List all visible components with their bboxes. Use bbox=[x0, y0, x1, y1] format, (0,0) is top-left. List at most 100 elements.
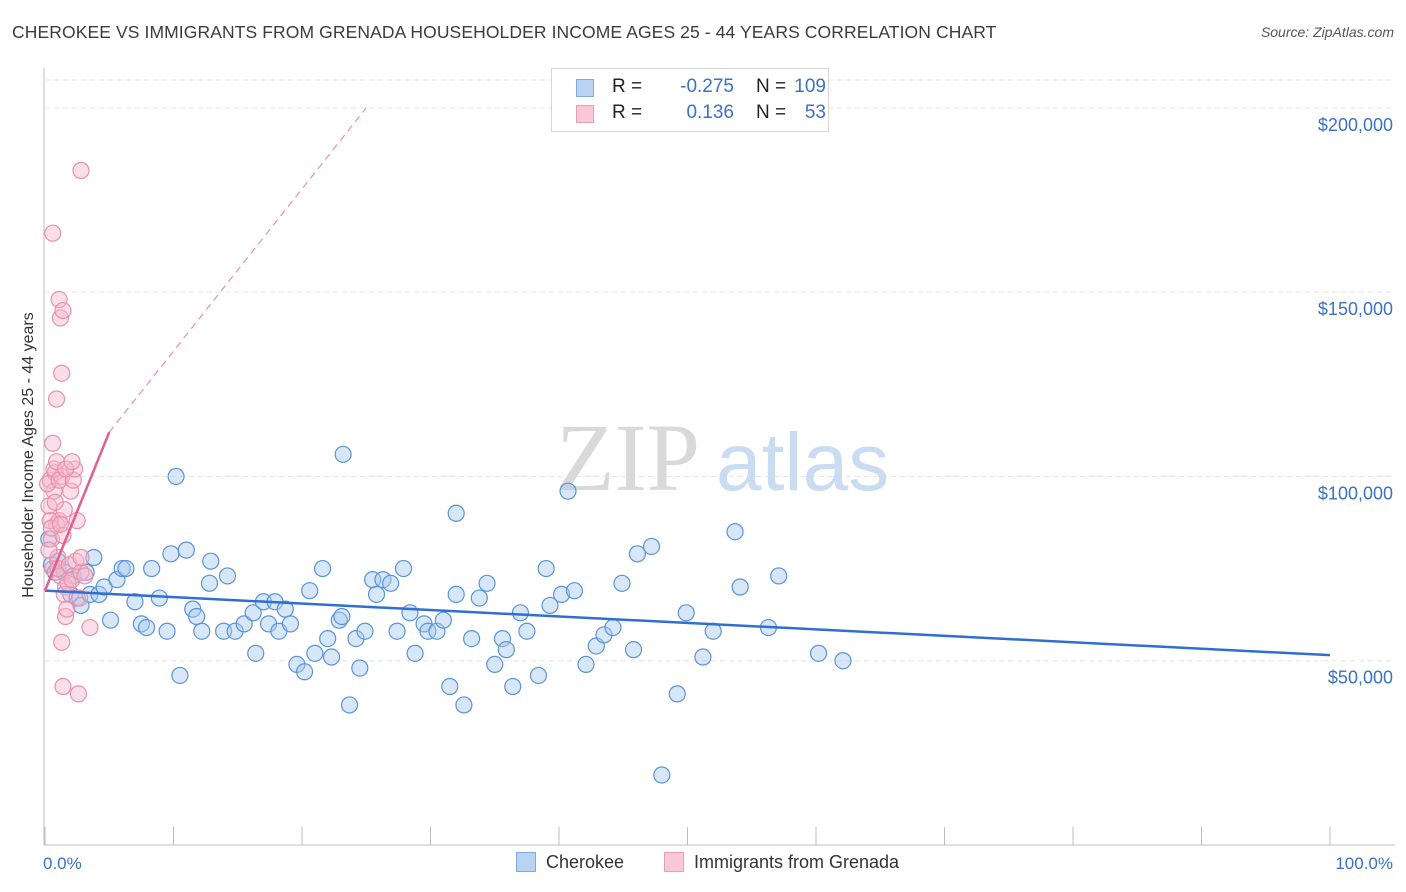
cherokee-point bbox=[731, 578, 749, 596]
cherokee-point bbox=[770, 567, 788, 585]
cherokee-point bbox=[677, 604, 695, 622]
cherokee-point bbox=[85, 548, 103, 567]
cherokee-point bbox=[367, 585, 386, 603]
legend-r-label: R = bbox=[612, 76, 643, 97]
swatch-cherokee bbox=[516, 852, 536, 872]
cherokee-point bbox=[486, 655, 504, 674]
y-tick-label: $50,000 bbox=[1328, 668, 1393, 688]
swatch-grenada bbox=[664, 852, 684, 872]
grenada-point bbox=[46, 493, 64, 511]
cherokee-point bbox=[541, 596, 559, 615]
chart-title: CHEROKEE VS IMMIGRANTS FROM GRENADA HOUS… bbox=[12, 22, 997, 42]
cherokee-point bbox=[143, 559, 161, 578]
watermark-zip: ZIP bbox=[556, 404, 700, 511]
cherokee-point bbox=[150, 589, 168, 607]
cherokee-point bbox=[726, 523, 744, 541]
cherokee-point bbox=[537, 559, 555, 578]
cherokee-point bbox=[441, 677, 459, 696]
cherokee-point bbox=[493, 629, 512, 648]
cherokee-point bbox=[382, 574, 400, 592]
grenada-point bbox=[58, 600, 76, 618]
cherokee-point bbox=[319, 629, 337, 648]
cherokee-point bbox=[101, 611, 120, 629]
grenada-point bbox=[76, 567, 94, 585]
grenada-point bbox=[42, 519, 61, 537]
grenada-points bbox=[38, 161, 99, 703]
cherokee-point bbox=[447, 504, 465, 522]
cherokee-point bbox=[322, 648, 341, 666]
cherokee-point bbox=[434, 611, 452, 629]
grenada-point bbox=[44, 434, 62, 452]
cherokee-point bbox=[470, 589, 488, 607]
cherokee-point bbox=[167, 467, 185, 486]
cherokee-point bbox=[518, 622, 536, 640]
cherokee-point bbox=[281, 615, 300, 633]
grenada-point bbox=[54, 677, 72, 696]
grenada-point bbox=[53, 633, 71, 651]
gridlines bbox=[45, 79, 1395, 662]
y-tick-label: $100,000 bbox=[1318, 483, 1393, 503]
cherokee-point bbox=[351, 659, 369, 677]
bottom-legend-grenada: Immigrants from Grenada bbox=[664, 852, 899, 873]
cherokee-point bbox=[313, 559, 332, 578]
cherokee-point bbox=[126, 593, 144, 611]
stats-legend: R = -0.275 N = 109 R = 0.136 N = 53 bbox=[551, 68, 829, 132]
cherokee-point bbox=[333, 607, 351, 626]
legend-swatch-pink bbox=[576, 105, 594, 123]
y-tick-labels: $50,000 $100,000 $150,000 $200,000 bbox=[1318, 115, 1393, 688]
cherokee-point bbox=[301, 582, 319, 600]
cherokee-point bbox=[394, 559, 413, 578]
grenada-point bbox=[62, 482, 80, 500]
grenada-point bbox=[50, 290, 68, 309]
cherokee-point bbox=[463, 629, 481, 648]
cherokee-point bbox=[497, 641, 515, 659]
grenada-point bbox=[72, 548, 90, 567]
cherokee-point bbox=[162, 545, 180, 563]
cherokee-point bbox=[552, 585, 571, 603]
cherokee-point bbox=[158, 622, 176, 640]
cherokee-point bbox=[235, 615, 253, 633]
x-tick-max: 100.0% bbox=[1335, 854, 1393, 873]
cherokee-point bbox=[193, 622, 211, 640]
y-tick-label: $150,000 bbox=[1318, 299, 1393, 319]
legend-n-label: N = bbox=[756, 76, 787, 97]
legend-swatch-blue bbox=[576, 79, 594, 97]
cherokee-point bbox=[478, 574, 496, 592]
grenada-point bbox=[71, 589, 89, 607]
cherokee-point bbox=[218, 567, 237, 585]
watermark: ZIP atlas bbox=[556, 404, 889, 511]
grenada-point bbox=[69, 685, 88, 703]
grenada-point bbox=[40, 541, 58, 559]
source-label: Source: ZipAtlas.com bbox=[1260, 24, 1394, 40]
cherokee-point bbox=[202, 552, 220, 570]
cherokee-point bbox=[529, 666, 548, 685]
bottom-legend-cherokee: Cherokee bbox=[516, 852, 624, 873]
cherokee-point bbox=[177, 541, 195, 559]
grenada-point bbox=[51, 515, 70, 533]
cherokee-point bbox=[171, 666, 189, 685]
cherokee-point bbox=[137, 618, 156, 637]
legend-label-cherokee: Cherokee bbox=[546, 852, 625, 872]
trend-lines bbox=[43, 107, 1331, 657]
grenada-point bbox=[47, 390, 66, 408]
cherokee-point bbox=[809, 644, 828, 662]
cherokee-point bbox=[694, 648, 712, 666]
cherokee-point bbox=[559, 482, 577, 500]
cherokee-point bbox=[200, 574, 219, 592]
grenada-point bbox=[72, 161, 90, 180]
cherokee-point bbox=[401, 604, 419, 622]
cherokee-point bbox=[668, 685, 686, 703]
cherokee-point bbox=[108, 571, 126, 589]
cherokee-point bbox=[577, 655, 595, 674]
legend-n-value: 53 bbox=[804, 102, 826, 123]
cherokee-point bbox=[613, 574, 631, 592]
cherokee-point bbox=[244, 604, 262, 622]
cherokee-point bbox=[340, 696, 359, 714]
cherokee-point bbox=[113, 559, 131, 578]
cherokee-point bbox=[295, 663, 314, 681]
cherokee-point bbox=[306, 644, 324, 662]
cherokee-point bbox=[511, 604, 530, 622]
grenada-point bbox=[81, 618, 99, 637]
cherokee-point bbox=[455, 696, 473, 714]
